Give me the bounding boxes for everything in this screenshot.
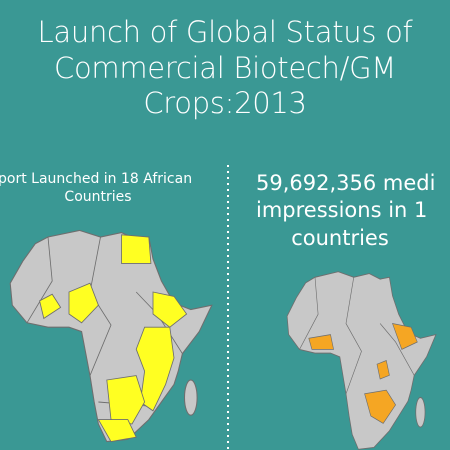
right-map: [286, 270, 437, 450]
title-line: Launch of Global Status of: [38, 15, 414, 49]
right-caption: countries: [291, 226, 389, 250]
left-map: [9, 229, 213, 443]
title-line: Crops:2013: [143, 86, 306, 120]
right-caption: 59,692,356 medi: [256, 171, 435, 195]
left-caption: Countries: [64, 189, 131, 205]
title-line: Commercial Biotech/GM: [54, 51, 396, 85]
left-caption: port Launched in 18 African: [0, 171, 192, 187]
right-caption: impressions in 1: [256, 198, 427, 222]
